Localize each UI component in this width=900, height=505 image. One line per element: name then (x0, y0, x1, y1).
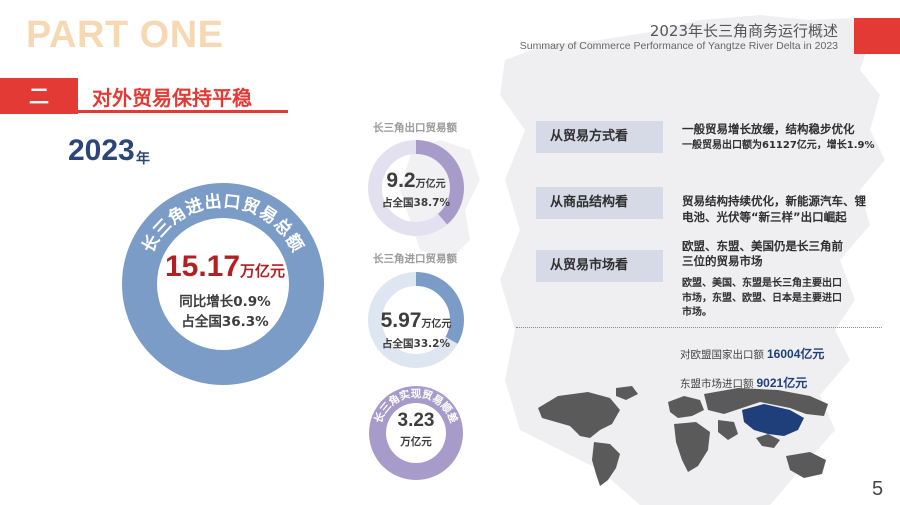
metric-eu-export: 对欧盟国家出口额 16004亿元 (680, 345, 824, 362)
section-underline (78, 110, 288, 113)
category-text-trade-mode: 一般贸易出口额为61127亿元，增长1.9% (682, 140, 875, 151)
page-title: 2023年长三角商务运行概述 (649, 22, 838, 40)
category-line-commodity-2: 电池、光伏等“新三样”出口崛起 (682, 210, 847, 224)
category-box-trade-mode: 从贸易方式看 (536, 121, 663, 153)
category-line-market-5: 市场。 (682, 307, 712, 318)
section-title: 对外贸易保持平稳 (92, 86, 252, 110)
year-suffix: 年 (136, 151, 150, 167)
surplus-disc: 长三角实现贸易顺差 (369, 386, 463, 480)
export-label: 长三角出口贸易额 (373, 122, 457, 134)
export-unit: 万亿元 (415, 179, 446, 190)
category-line-market-1: 欧盟、东盟、美国仍是长三角前 (682, 239, 843, 253)
category-line-market-4: 市场，东盟、欧盟、日本是主要进口 (682, 293, 842, 304)
total-yoy: 同比增长0.9% (179, 294, 271, 310)
category-line-market-3: 欧盟、美国、东盟是长三角主要出口 (682, 278, 842, 289)
import-number: 5.97 (380, 309, 422, 332)
export-share: 占全国38.7% (382, 197, 450, 209)
category-heading-trade-mode: 一般贸易增长放缓，结构稳步优化 (682, 122, 855, 136)
total-share: 占全国36.3% (181, 314, 269, 330)
metric-eu-export-label: 对欧盟国家出口额 (680, 349, 764, 361)
import-value: 5.97万亿元 (368, 309, 464, 333)
export-number: 9.2 (386, 169, 416, 192)
total-unit: 万亿元 (240, 262, 286, 280)
import-ring (368, 272, 464, 368)
export-ring (368, 140, 464, 236)
export-value: 9.2万亿元 (368, 169, 464, 193)
metric-asean-import-label: 东盟市场进口额 (680, 378, 754, 390)
metric-eu-export-value: 16004亿元 (767, 347, 825, 361)
section-number: 二 (0, 78, 78, 114)
page-number: 5 (872, 478, 884, 500)
page-subtitle: Summary of Commerce Performance of Yangt… (519, 40, 838, 52)
world-map-icon (538, 386, 828, 486)
surplus-unit: 万亿元 (400, 436, 432, 448)
metric-asean-import-value: 9021亿元 (756, 376, 808, 390)
category-line-commodity-1: 贸易结构持续优化，新能源汽车、锂 (682, 194, 866, 208)
category-line-market-2: 三位的贸易市场 (682, 254, 763, 268)
total-number: 15.17 (164, 250, 241, 283)
import-share: 占全国33.2% (382, 338, 450, 350)
part-title: PART ONE (26, 14, 224, 56)
total-value: 15.17万亿元 (140, 250, 310, 284)
header-accent-block (854, 18, 900, 54)
surplus-number: 3.23 (397, 410, 435, 431)
category-box-commodity: 从商品结构看 (536, 187, 663, 219)
import-unit: 万亿元 (421, 319, 452, 330)
total-trade-ring: 长三角进出口贸易总额 (122, 183, 324, 385)
year-label: 2023 (68, 134, 135, 167)
import-label: 长三角进口贸易额 (373, 253, 457, 265)
divider-dotted (516, 327, 882, 328)
category-box-market: 从贸易市场看 (536, 250, 663, 282)
metric-asean-import: 东盟市场进口额 9021亿元 (680, 374, 807, 391)
